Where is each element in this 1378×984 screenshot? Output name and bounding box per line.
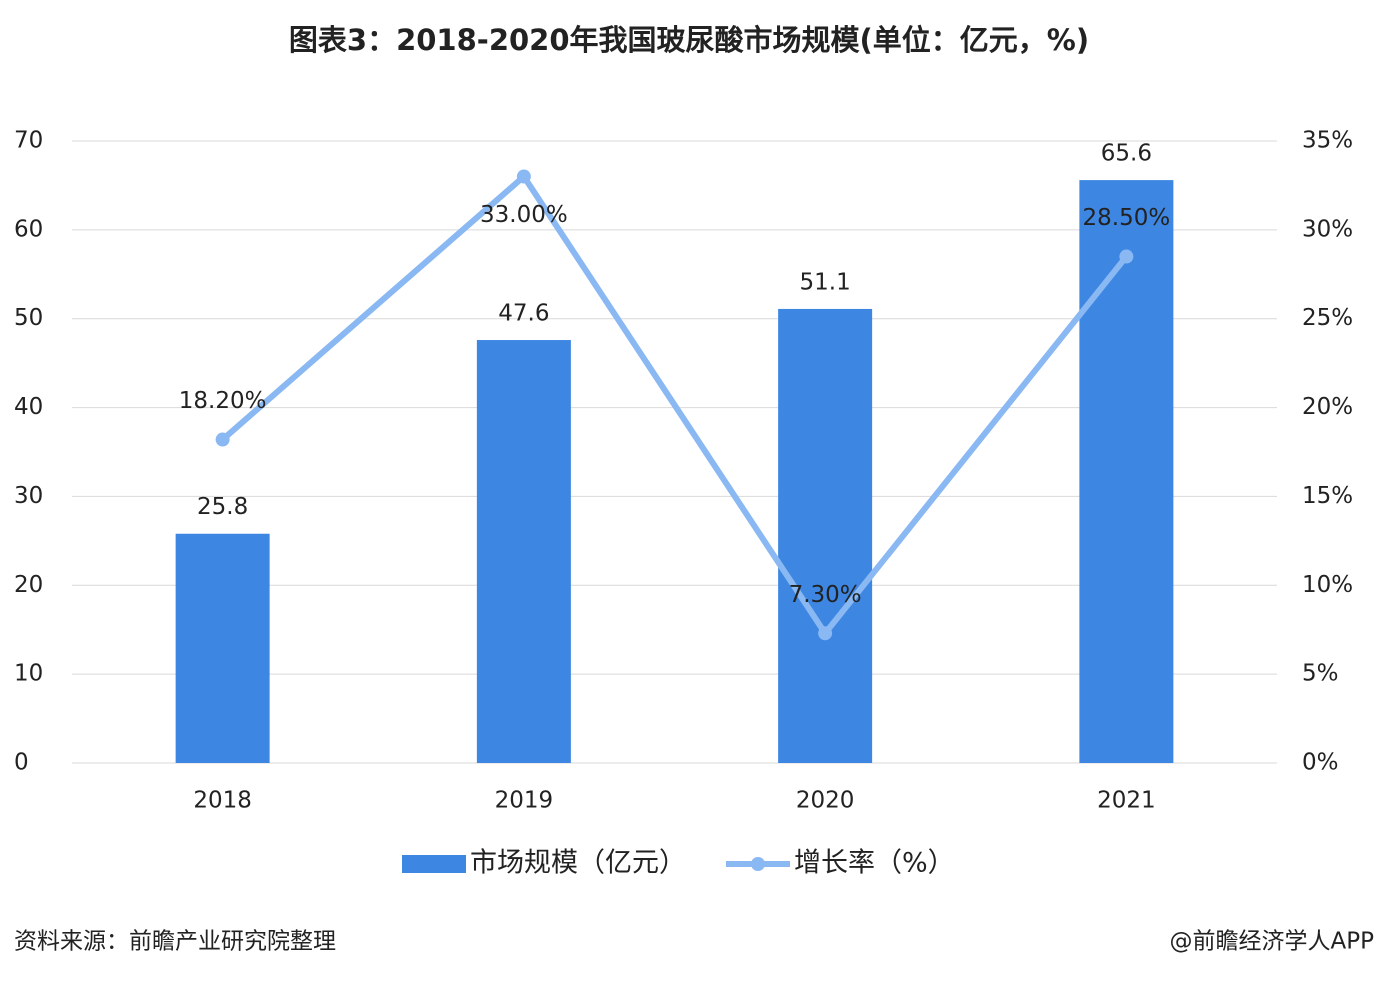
legend-swatch [402, 855, 466, 873]
y-tick-label: 30 [14, 483, 43, 509]
y-tick-label: 0 [14, 750, 29, 776]
legend-swatch [751, 857, 765, 871]
x-tick-label: 2019 [495, 788, 554, 814]
y2-tick-label: 15% [1302, 483, 1353, 509]
line-point [516, 169, 531, 184]
x-tick-label: 2020 [796, 788, 855, 814]
y-tick-label: 50 [14, 305, 43, 331]
data-label: 47.6 [498, 301, 549, 327]
x-tick-label: 2021 [1097, 788, 1156, 814]
data-label: 18.20% [179, 388, 267, 414]
line-point [818, 626, 833, 641]
y-tick-label: 10 [14, 661, 43, 687]
data-label: 25.8 [197, 494, 248, 520]
y2-tick-label: 20% [1302, 394, 1353, 420]
line [220, 172, 1129, 639]
y-tick-label: 60 [14, 216, 43, 242]
line-point [215, 432, 230, 447]
y2-tick-label: 35% [1302, 128, 1353, 154]
x-tick-label: 2018 [193, 788, 252, 814]
data-label: 51.1 [800, 269, 851, 295]
line-point [1119, 249, 1134, 264]
bar [778, 308, 873, 763]
data-label: 28.50% [1083, 205, 1171, 231]
bar [476, 340, 571, 763]
bar [1079, 180, 1174, 763]
y2-tick-label: 0% [1302, 750, 1339, 776]
y2-tick-label: 5% [1302, 661, 1339, 687]
data-label: 33.00% [480, 202, 568, 228]
chart-title: 图表3：2018-2020年我国玻尿酸市场规模(单位：亿元，%) [289, 23, 1089, 57]
legend-label: 增长率（%） [794, 848, 955, 879]
y2-tick-label: 25% [1302, 305, 1353, 331]
bar [175, 533, 270, 763]
y2-tick-label: 10% [1302, 572, 1353, 598]
y2-tick-label: 30% [1302, 216, 1353, 242]
y-tick-label: 40 [14, 394, 43, 420]
data-label: 7.30% [789, 582, 862, 608]
data-label: 65.6 [1101, 141, 1152, 167]
legend-label: 市场规模（亿元） [470, 848, 686, 879]
y-tick-label: 20 [14, 572, 43, 598]
y-tick-label: 70 [14, 128, 43, 154]
source-note: 资料来源：前瞻产业研究院整理 [14, 929, 336, 955]
credit: @前瞻经济学人APP [1170, 929, 1375, 955]
